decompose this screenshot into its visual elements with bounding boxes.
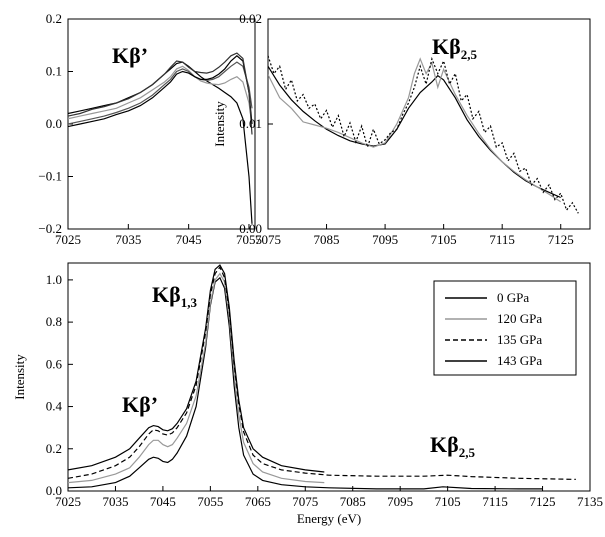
x-tick-label: 7095 <box>372 232 398 247</box>
x-tick-label: 7075 <box>255 232 281 247</box>
y-tick-label: 0.0 <box>46 483 62 498</box>
plot-frame <box>267 18 591 230</box>
y-tick-label: 0.01 <box>239 116 262 131</box>
panel-tr: 7075 7085 7095 7105 7115 7125 0.02 0.01 0.00 Inte… <box>212 11 591 247</box>
y-tick-label: 0.8 <box>46 314 62 329</box>
series-line-4 <box>68 264 325 473</box>
y-tick-label: 0.6 <box>46 356 63 371</box>
y-tick-label: −0.1 <box>38 169 62 184</box>
annotation-kbeta-prime-top: Kβ’ <box>112 43 148 68</box>
legend: 0 GPa 120 GPa 135 GPa 143 GPa <box>433 280 577 376</box>
legend-label-2: 120 GPa <box>497 311 542 326</box>
annotation-kbeta-prime-top-main: Kβ <box>112 43 141 68</box>
series-line-2 <box>68 272 325 484</box>
series-line-2 <box>268 57 562 203</box>
annotation-kbeta25-top-main: Kβ <box>432 34 461 59</box>
y-tick-label: 0.00 <box>239 221 262 236</box>
annotation-kbeta13-main: Kβ <box>152 282 181 307</box>
y-tick-label: 0.4 <box>46 399 63 414</box>
series-line-3 <box>68 266 576 480</box>
annotation-kbeta25-top: Kβ2,5 <box>432 34 477 62</box>
y-tick-label: 1.0 <box>46 272 62 287</box>
y-axis-label: Intensity <box>212 101 227 147</box>
series-line-3 <box>68 61 253 125</box>
annotation-kbeta25-sub: 2,5 <box>459 445 476 460</box>
y-tick-label: 0.2 <box>46 11 62 26</box>
series-line-2 <box>68 65 253 125</box>
annotation-kbeta13: Kβ1,3 <box>152 282 197 310</box>
x-tick-label: 7035 <box>102 494 128 509</box>
series-line-1 <box>68 276 543 490</box>
legend-label-3: 135 GPa <box>497 332 542 347</box>
x-tick-label: 7105 <box>435 494 461 509</box>
x-tick-label: 7085 <box>340 494 366 509</box>
annotation-kbeta-prime: Kβ’ <box>122 392 158 417</box>
annotation-kbeta-prime-main: Kβ <box>122 392 151 417</box>
x-tick-label: 7065 <box>245 494 271 509</box>
x-tick-label: 7105 <box>431 232 457 247</box>
y-tick-label: 0.2 <box>46 441 62 456</box>
x-tick-label: 7045 <box>176 232 202 247</box>
x-tick-label: 7055 <box>236 232 262 247</box>
y-tick-label: 0.0 <box>46 116 62 131</box>
annotation-kbeta-prime-sub: ’ <box>151 392 158 417</box>
y-tick-label: −0.2 <box>38 221 62 236</box>
x-tick-label: 7035 <box>115 232 141 247</box>
x-tick-label: 7115 <box>482 494 508 509</box>
annotation-kbeta13-sub: 1,3 <box>181 295 198 310</box>
x-tick-label: 7095 <box>387 494 413 509</box>
series-line-4 <box>68 55 253 128</box>
annotation-kbeta25-main: Kβ <box>430 432 459 457</box>
series-line-5 <box>68 52 253 135</box>
x-tick-label: 7115 <box>489 232 515 247</box>
x-tick-label: 7125 <box>548 232 574 247</box>
y-axis-label: Intensity <box>12 354 27 400</box>
series-line-3 <box>268 55 579 214</box>
legend-label-4: 143 GPa <box>497 353 542 368</box>
x-tick-label: 7125 <box>530 494 556 509</box>
legend-box <box>433 280 577 376</box>
x-tick-label: 7025 <box>55 494 81 509</box>
annotation-kbeta-prime-top-sub: ’ <box>141 43 148 68</box>
legend-label-1: 0 GPa <box>497 290 529 305</box>
x-tick-label: 7025 <box>55 232 81 247</box>
x-tick-label: 7135 <box>577 494 603 509</box>
y-tick-label: 0.02 <box>239 11 262 26</box>
plot-frame <box>67 262 591 492</box>
x-tick-label: 7075 <box>292 494 318 509</box>
x-tick-label: 7085 <box>314 232 340 247</box>
panel-tl: 7025 7035 7045 7055 0.2 0.1 0.0 −0.1 −0.2 <box>38 11 262 247</box>
y-tick-label: 0.1 <box>46 64 62 79</box>
x-tick-label: 7055 <box>197 494 223 509</box>
panel-bot: 7025 7035 7045 7055 7065 7075 7085 7095 7105 7115… <box>12 262 603 526</box>
x-axis-label: Energy (eV) <box>297 511 361 526</box>
annotation-kbeta25: Kβ2,5 <box>430 432 475 460</box>
annotation-kbeta25-top-sub: 2,5 <box>461 47 478 62</box>
x-tick-label: 7045 <box>150 494 176 509</box>
